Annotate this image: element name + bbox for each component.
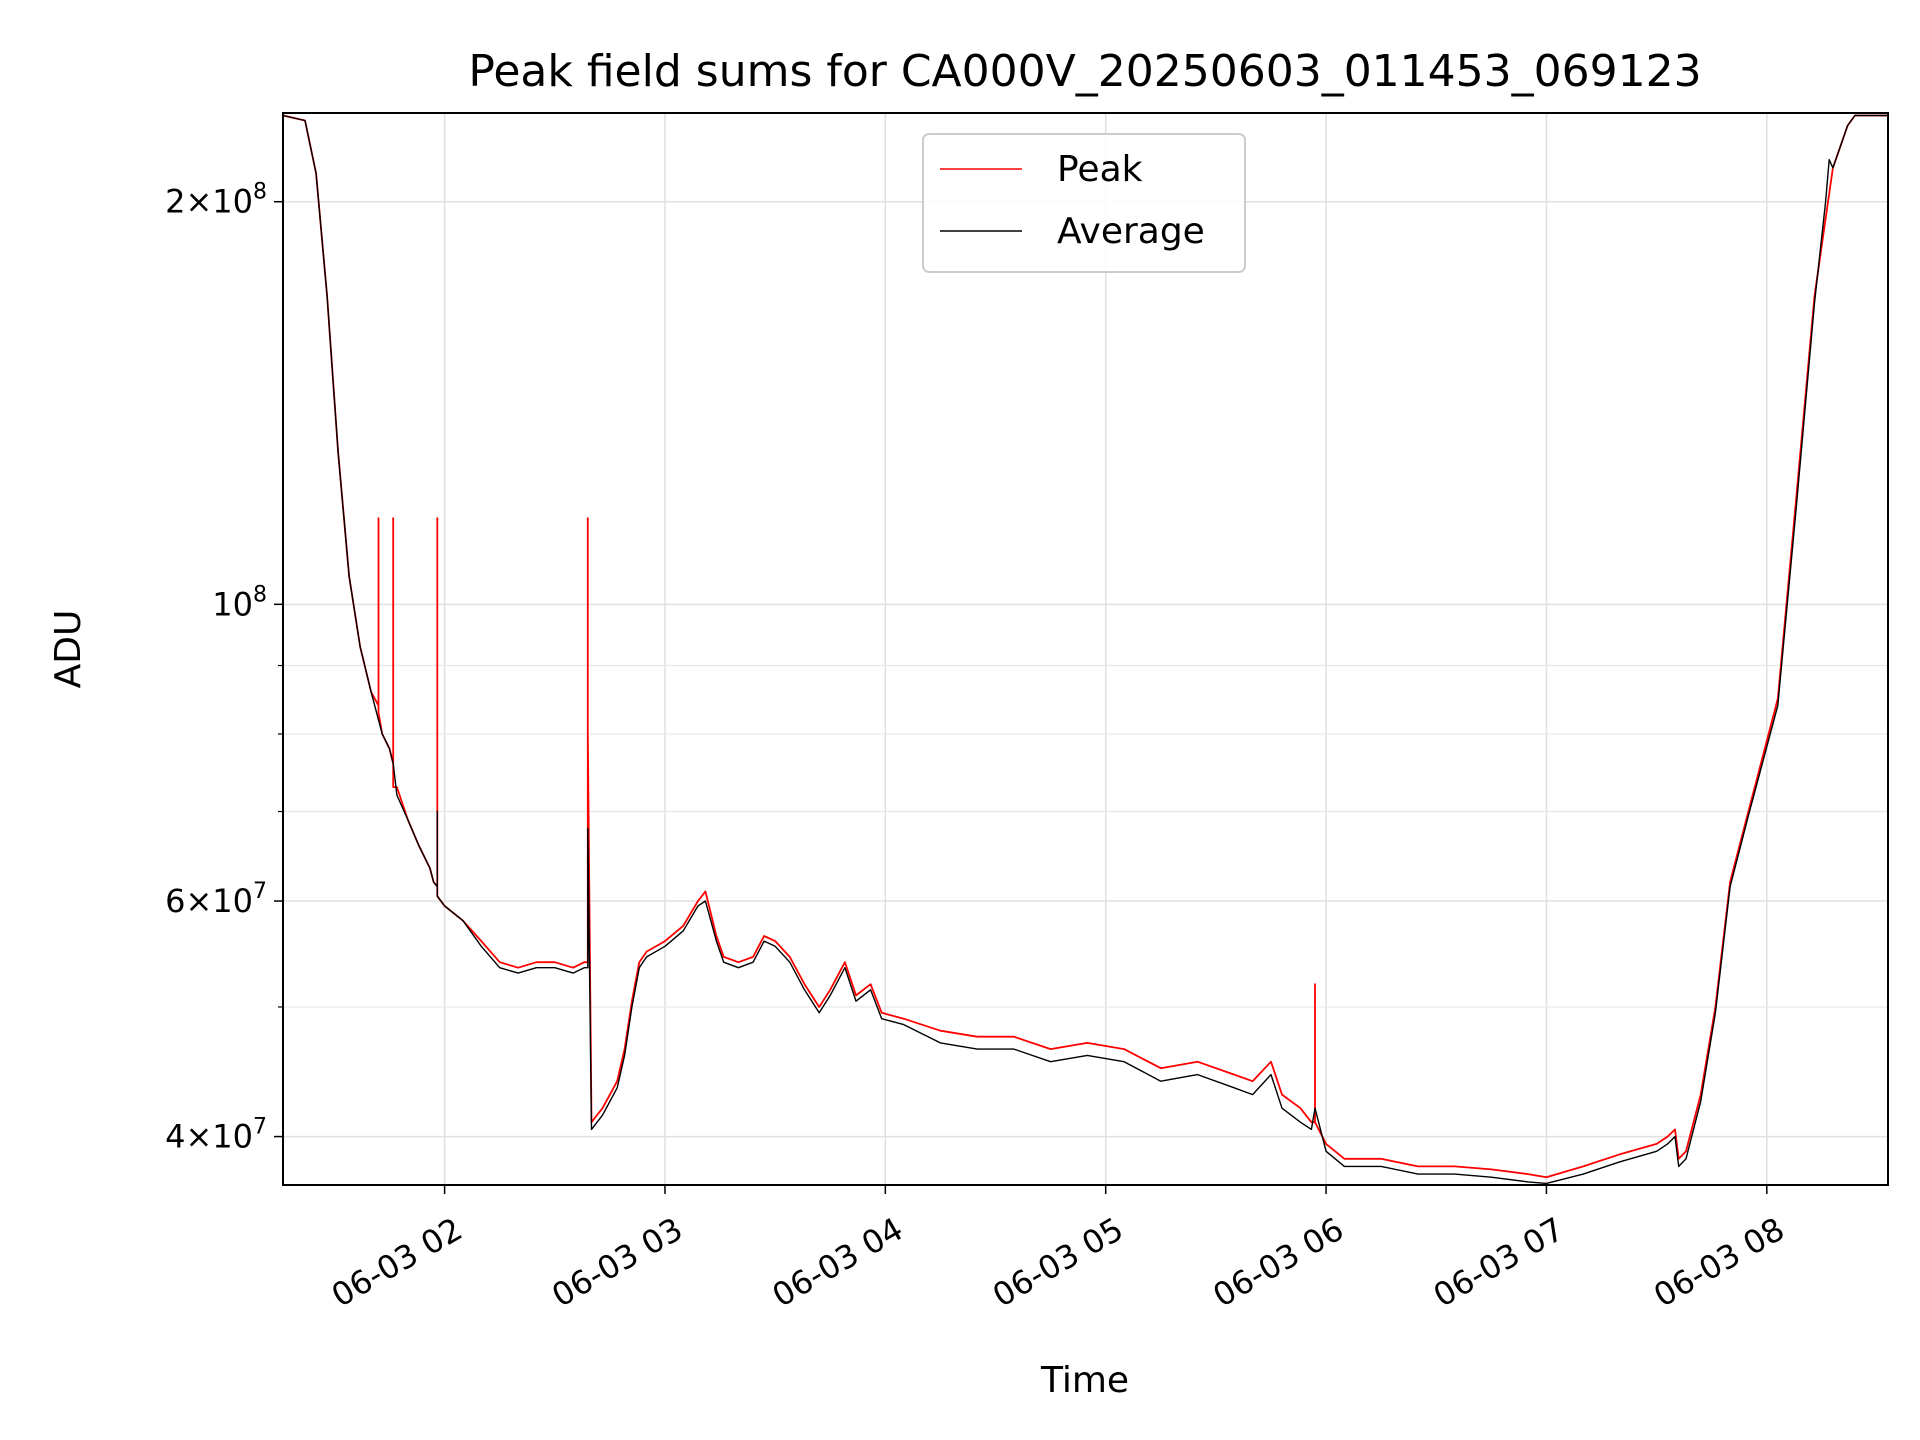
plot-frame — [282, 112, 1889, 1186]
legend-label-average: Average — [1057, 211, 1205, 252]
y-axis: 4×107 6×107 108 2×108 — [165, 180, 283, 1156]
series-line-average — [282, 114, 1888, 1185]
y-tick-label: 4×107 — [165, 1115, 267, 1156]
y-tick-label: 2×108 — [165, 180, 267, 221]
y-axis-title: ADU — [48, 610, 89, 689]
x-axis-title: Time — [1040, 1360, 1129, 1401]
legend-label-peak: Peak — [1057, 149, 1143, 190]
y-tick-label: 6×107 — [165, 879, 267, 920]
legend: Peak Average — [922, 133, 1246, 273]
series-layer — [282, 114, 1888, 1185]
y-tick-label: 108 — [212, 582, 267, 623]
chart-title: Peak field sums for CA000V_20250603_0114… — [468, 46, 1701, 97]
